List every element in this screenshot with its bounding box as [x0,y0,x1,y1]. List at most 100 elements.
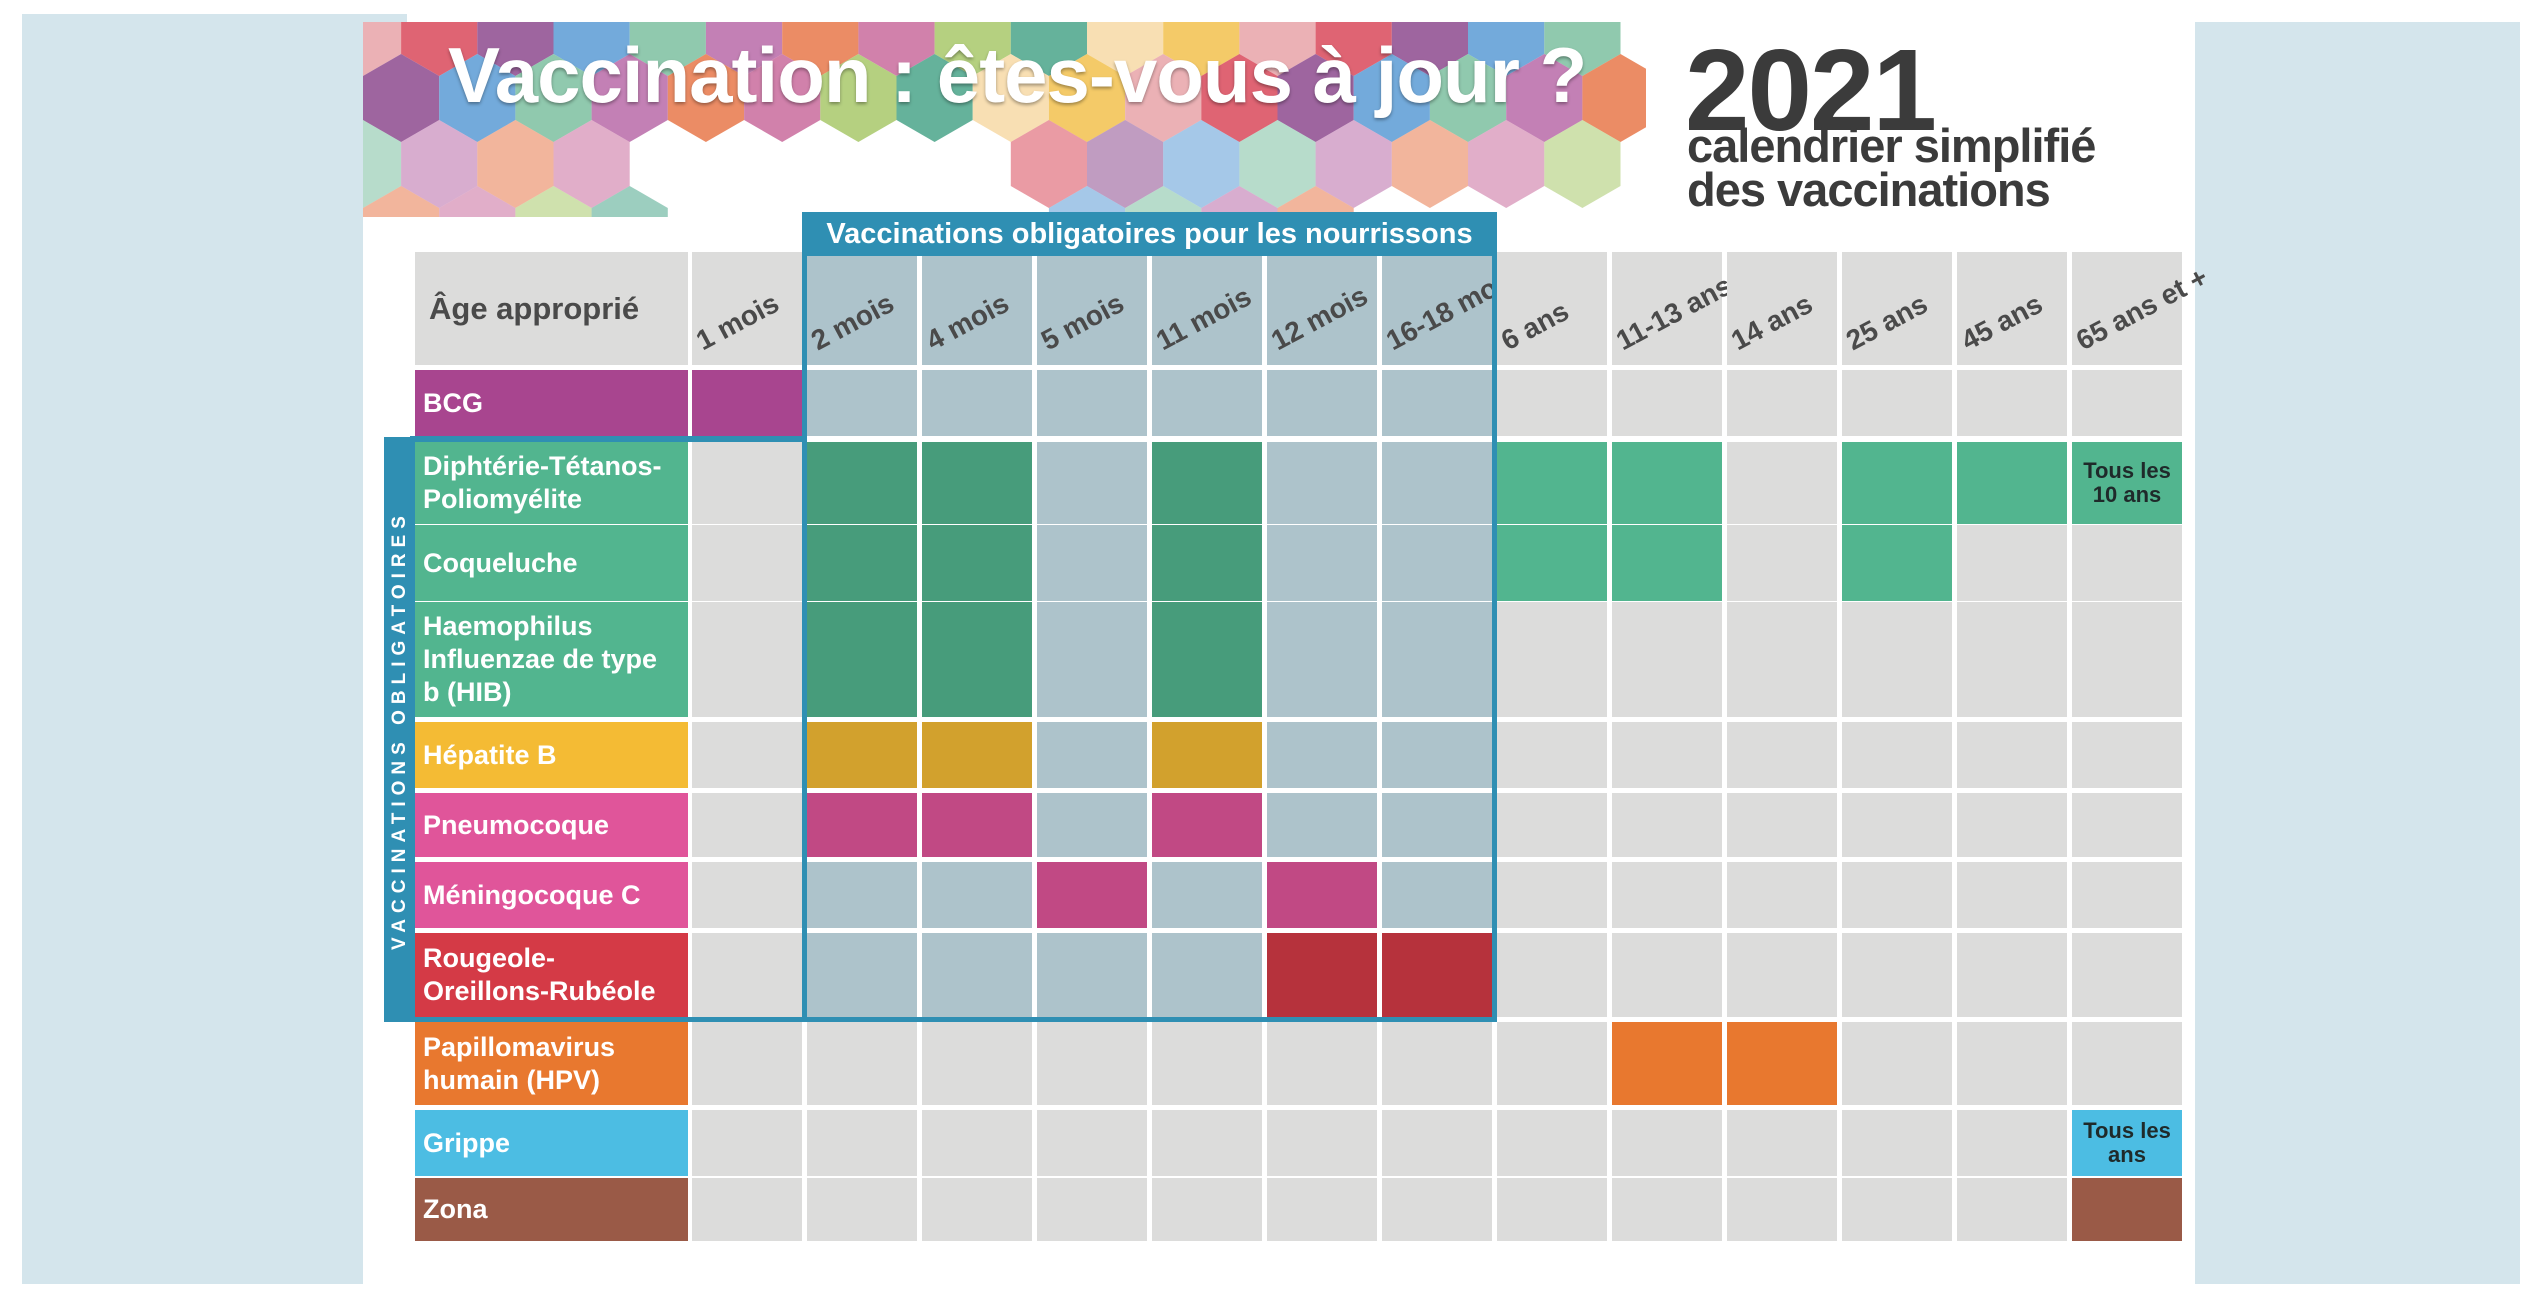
empty-cell [692,442,802,524]
empty-cell [692,525,802,601]
banner-hexagon [858,22,935,76]
dose-cell [1152,442,1262,524]
empty-cell [1497,1110,1607,1176]
calendar-year: 2021 [1685,25,1937,155]
empty-cell [807,862,917,928]
empty-cell [1152,1178,1262,1241]
age-column-header: 1 mois [691,252,802,365]
age-column-header: 14 ans [1725,252,1837,365]
dose-cell [807,602,917,717]
empty-cell [1842,793,1952,857]
empty-cell [1842,1178,1952,1241]
dose-cell [1152,793,1262,857]
banner-hexagon [591,54,668,142]
empty-cell [2072,370,2182,436]
empty-cell [1957,1022,2067,1105]
dose-cell [1497,442,1607,524]
empty-cell [2072,722,2182,788]
frequency-note: Tous les ans [2083,1118,2171,1167]
empty-cell [807,933,917,1017]
banner-hexagon [1239,22,1316,76]
empty-cell [1267,793,1377,857]
empty-cell [1612,862,1722,928]
banner-hexagon [553,22,630,76]
banner-hexagon [477,22,554,76]
vaccine-row-label: Hépatite B [415,722,688,788]
empty-cell [1727,1110,1837,1176]
vaccine-row-label: Rougeole-Oreillons-Rubéole [415,933,688,1017]
dose-cell [1382,933,1492,1017]
age-column-header: 45 ans [1956,252,2067,365]
dose-cell [1152,722,1262,788]
vaccine-row-label: Diphtérie-Tétanos-Poliomyélite [415,442,688,524]
empty-cell [1727,862,1837,928]
vaccine-name: Zona [423,1194,488,1224]
empty-cell [807,1110,917,1176]
empty-cell [2072,525,2182,601]
age-column-header: 11 mois [1151,252,1262,365]
dose-cell [922,442,1032,524]
empty-cell [1037,933,1147,1017]
age-column-label: 25 ans [1840,287,1933,357]
empty-cell [807,1022,917,1105]
banner-hexagon [401,22,478,76]
empty-cell [1382,1022,1492,1105]
empty-cell [1612,370,1722,436]
banner-hexagon [1353,54,1430,142]
banner-hexagon [1277,186,1354,217]
empty-cell [692,1178,802,1241]
banner-hexagon [363,54,440,142]
age-column-header: 65 ans et + [2071,252,2213,365]
banner-hexagon [1468,22,1545,76]
empty-cell [1842,1022,1952,1105]
banner-hexagon [1315,22,1392,76]
empty-cell [922,1110,1032,1176]
empty-cell [1382,370,1492,436]
empty-cell [1497,1178,1607,1241]
empty-cell [1267,370,1377,436]
empty-cell [1037,1022,1147,1105]
dose-cell [922,602,1032,717]
empty-cell [807,1178,917,1241]
banner-hexagon [629,22,706,76]
banner-hexagon [1201,54,1278,142]
vaccine-row-label: Grippe [415,1110,688,1176]
banner-hexagon [1391,120,1468,208]
empty-cell [1267,1110,1377,1176]
empty-cell [1727,525,1837,601]
banner-hexagon [972,54,1049,142]
dose-cell [922,722,1032,788]
age-column-label: 11-13 ans [1610,269,1737,357]
vaccine-row-label: Haemophilus Influenzae de type b (HIB) [415,602,688,717]
hexagon-pattern [363,22,1646,217]
banner-hexagon [896,54,973,142]
empty-cell [1037,793,1147,857]
age-column-label: 14 ans [1725,287,1818,357]
dose-cell [807,525,917,601]
dose-cell [1497,525,1607,601]
empty-cell [1612,1178,1722,1241]
banner-hexagon [515,186,592,217]
empty-cell [1382,602,1492,717]
dose-cell [1612,442,1722,524]
empty-cell [1152,1022,1262,1105]
empty-cell [1727,722,1837,788]
empty-cell [692,793,802,857]
empty-cell [1382,442,1492,524]
banner-hexagon [1468,120,1545,208]
empty-cell [1497,722,1607,788]
dose-cell: Tous les 10 ans [2072,442,2182,524]
banner-hexagon [1125,186,1202,217]
age-column-header: 2 mois [806,252,917,365]
age-column-header: 4 mois [921,252,1032,365]
empty-cell [1037,602,1147,717]
vaccine-name: Pneumocoque [423,809,610,840]
vaccine-row-label: Papillomavirus humain (HPV) [415,1022,688,1105]
empty-cell [1267,525,1377,601]
empty-cell [2072,602,2182,717]
dose-cell [1957,442,2067,524]
dose-cell [1037,862,1147,928]
empty-cell [1497,602,1607,717]
dose-cell [922,525,1032,601]
empty-cell [922,1178,1032,1241]
